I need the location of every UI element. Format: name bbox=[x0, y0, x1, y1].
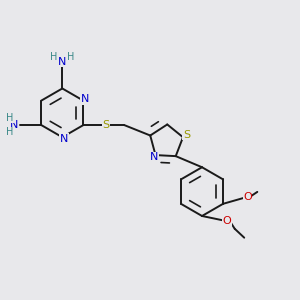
Text: H: H bbox=[6, 112, 13, 123]
Text: N: N bbox=[10, 120, 19, 130]
Text: H: H bbox=[50, 52, 58, 62]
Text: H: H bbox=[67, 52, 74, 62]
Text: N: N bbox=[58, 57, 67, 67]
Text: N: N bbox=[150, 152, 158, 163]
Text: O: O bbox=[223, 216, 231, 226]
Text: N: N bbox=[81, 94, 89, 104]
Text: S: S bbox=[183, 130, 190, 140]
Text: N: N bbox=[60, 134, 68, 144]
Text: S: S bbox=[102, 120, 109, 130]
Text: H: H bbox=[6, 128, 13, 137]
Text: O: O bbox=[243, 192, 252, 202]
